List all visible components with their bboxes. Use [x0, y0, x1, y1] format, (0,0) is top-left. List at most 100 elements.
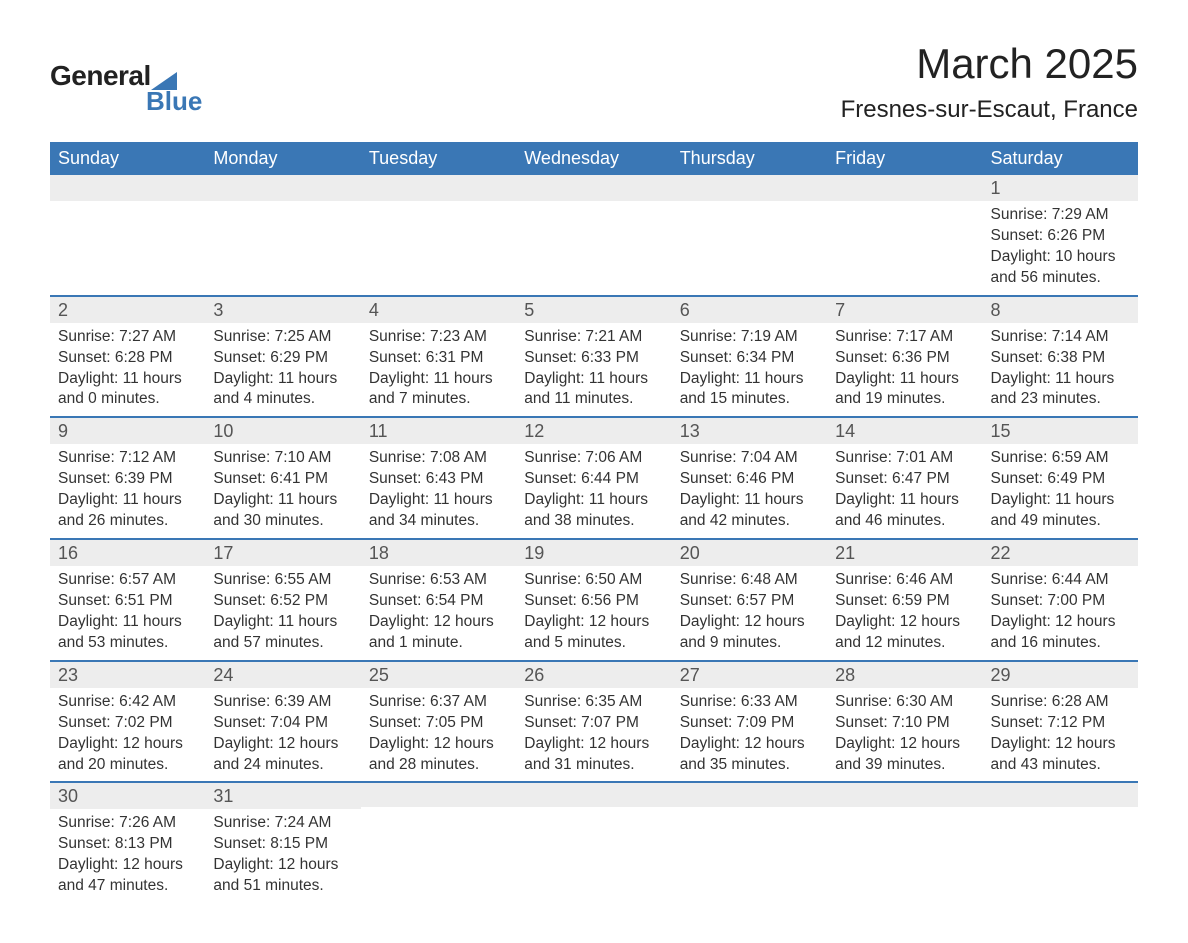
calendar-week-row: 16Sunrise: 6:57 AMSunset: 6:51 PMDayligh… — [50, 538, 1138, 660]
calendar-cell: 6Sunrise: 7:19 AMSunset: 6:34 PMDaylight… — [672, 295, 827, 417]
sunset-text: Sunset: 6:28 PM — [58, 348, 197, 369]
daylight-text: Daylight: 11 hours and 4 minutes. — [213, 369, 352, 411]
sunset-text: Sunset: 6:46 PM — [680, 469, 819, 490]
calendar-cell: 20Sunrise: 6:48 AMSunset: 6:57 PMDayligh… — [672, 538, 827, 660]
calendar-cell: 23Sunrise: 6:42 AMSunset: 7:02 PMDayligh… — [50, 660, 205, 782]
daylight-text: Daylight: 12 hours and 47 minutes. — [58, 855, 197, 897]
calendar-cell — [983, 781, 1138, 903]
sunset-text: Sunset: 6:51 PM — [58, 591, 197, 612]
daylight-text: Daylight: 11 hours and 15 minutes. — [680, 369, 819, 411]
sunrise-text: Sunrise: 7:26 AM — [58, 813, 197, 834]
daylight-text: Daylight: 12 hours and 31 minutes. — [524, 734, 663, 776]
empty-day-bar — [361, 175, 516, 201]
weekday-header: Thursday — [672, 142, 827, 175]
calendar-cell: 5Sunrise: 7:21 AMSunset: 6:33 PMDaylight… — [516, 295, 671, 417]
day-number: 16 — [50, 538, 205, 566]
sunset-text: Sunset: 6:39 PM — [58, 469, 197, 490]
day-number: 1 — [983, 175, 1138, 201]
day-details: Sunrise: 7:27 AMSunset: 6:28 PMDaylight:… — [50, 323, 205, 417]
day-number: 23 — [50, 660, 205, 688]
sunset-text: Sunset: 6:38 PM — [991, 348, 1130, 369]
day-number: 26 — [516, 660, 671, 688]
weekday-header: Tuesday — [361, 142, 516, 175]
location-label: Fresnes-sur-Escaut, France — [841, 96, 1138, 124]
calendar-cell: 15Sunrise: 6:59 AMSunset: 6:49 PMDayligh… — [983, 416, 1138, 538]
empty-day-bar — [205, 175, 360, 201]
day-details: Sunrise: 6:35 AMSunset: 7:07 PMDaylight:… — [516, 688, 671, 782]
sunset-text: Sunset: 7:05 PM — [369, 713, 508, 734]
daylight-text: Daylight: 11 hours and 53 minutes. — [58, 612, 197, 654]
sunrise-text: Sunrise: 6:35 AM — [524, 692, 663, 713]
sunset-text: Sunset: 6:57 PM — [680, 591, 819, 612]
sunrise-text: Sunrise: 7:19 AM — [680, 327, 819, 348]
daylight-text: Daylight: 12 hours and 20 minutes. — [58, 734, 197, 776]
day-number: 28 — [827, 660, 982, 688]
calendar-cell: 12Sunrise: 7:06 AMSunset: 6:44 PMDayligh… — [516, 416, 671, 538]
calendar-cell: 22Sunrise: 6:44 AMSunset: 7:00 PMDayligh… — [983, 538, 1138, 660]
sunrise-text: Sunrise: 6:53 AM — [369, 570, 508, 591]
calendar-cell: 13Sunrise: 7:04 AMSunset: 6:46 PMDayligh… — [672, 416, 827, 538]
day-number: 7 — [827, 295, 982, 323]
day-number: 22 — [983, 538, 1138, 566]
sunset-text: Sunset: 6:59 PM — [835, 591, 974, 612]
daylight-text: Daylight: 12 hours and 16 minutes. — [991, 612, 1130, 654]
day-details: Sunrise: 7:04 AMSunset: 6:46 PMDaylight:… — [672, 444, 827, 538]
calendar-cell: 10Sunrise: 7:10 AMSunset: 6:41 PMDayligh… — [205, 416, 360, 538]
empty-day-bar — [827, 175, 982, 201]
daylight-text: Daylight: 12 hours and 12 minutes. — [835, 612, 974, 654]
day-number: 8 — [983, 295, 1138, 323]
empty-day-bar — [516, 175, 671, 201]
calendar-cell — [516, 781, 671, 903]
sunrise-text: Sunrise: 7:21 AM — [524, 327, 663, 348]
calendar-cell: 16Sunrise: 6:57 AMSunset: 6:51 PMDayligh… — [50, 538, 205, 660]
sunrise-text: Sunrise: 7:24 AM — [213, 813, 352, 834]
day-number: 9 — [50, 416, 205, 444]
calendar-cell — [361, 175, 516, 295]
sunset-text: Sunset: 6:56 PM — [524, 591, 663, 612]
month-title: March 2025 — [841, 40, 1138, 88]
day-number: 12 — [516, 416, 671, 444]
calendar-week-row: 9Sunrise: 7:12 AMSunset: 6:39 PMDaylight… — [50, 416, 1138, 538]
sunrise-text: Sunrise: 7:14 AM — [991, 327, 1130, 348]
day-details: Sunrise: 7:17 AMSunset: 6:36 PMDaylight:… — [827, 323, 982, 417]
day-details: Sunrise: 7:06 AMSunset: 6:44 PMDaylight:… — [516, 444, 671, 538]
daylight-text: Daylight: 11 hours and 49 minutes. — [991, 490, 1130, 532]
calendar-cell: 21Sunrise: 6:46 AMSunset: 6:59 PMDayligh… — [827, 538, 982, 660]
calendar-cell: 8Sunrise: 7:14 AMSunset: 6:38 PMDaylight… — [983, 295, 1138, 417]
sunrise-text: Sunrise: 6:30 AM — [835, 692, 974, 713]
sunrise-text: Sunrise: 6:48 AM — [680, 570, 819, 591]
sunrise-text: Sunrise: 7:27 AM — [58, 327, 197, 348]
daylight-text: Daylight: 11 hours and 42 minutes. — [680, 490, 819, 532]
sunrise-text: Sunrise: 6:55 AM — [213, 570, 352, 591]
calendar-cell: 26Sunrise: 6:35 AMSunset: 7:07 PMDayligh… — [516, 660, 671, 782]
logo-word-blue: Blue — [50, 86, 202, 117]
sunset-text: Sunset: 7:00 PM — [991, 591, 1130, 612]
sunset-text: Sunset: 6:44 PM — [524, 469, 663, 490]
sunset-text: Sunset: 7:04 PM — [213, 713, 352, 734]
daylight-text: Daylight: 12 hours and 24 minutes. — [213, 734, 352, 776]
sunset-text: Sunset: 7:07 PM — [524, 713, 663, 734]
sunset-text: Sunset: 6:54 PM — [369, 591, 508, 612]
sunset-text: Sunset: 6:29 PM — [213, 348, 352, 369]
sunset-text: Sunset: 6:36 PM — [835, 348, 974, 369]
sunrise-text: Sunrise: 6:59 AM — [991, 448, 1130, 469]
calendar-cell: 31Sunrise: 7:24 AMSunset: 8:15 PMDayligh… — [205, 781, 360, 903]
sunset-text: Sunset: 6:52 PM — [213, 591, 352, 612]
empty-day-bar — [361, 781, 516, 807]
calendar-cell — [827, 175, 982, 295]
day-details: Sunrise: 7:23 AMSunset: 6:31 PMDaylight:… — [361, 323, 516, 417]
day-details: Sunrise: 6:33 AMSunset: 7:09 PMDaylight:… — [672, 688, 827, 782]
day-number: 13 — [672, 416, 827, 444]
day-details: Sunrise: 6:50 AMSunset: 6:56 PMDaylight:… — [516, 566, 671, 660]
day-details: Sunrise: 7:21 AMSunset: 6:33 PMDaylight:… — [516, 323, 671, 417]
empty-day-bar — [827, 781, 982, 807]
sunrise-text: Sunrise: 6:50 AM — [524, 570, 663, 591]
calendar-cell: 30Sunrise: 7:26 AMSunset: 8:13 PMDayligh… — [50, 781, 205, 903]
daylight-text: Daylight: 11 hours and 19 minutes. — [835, 369, 974, 411]
day-details: Sunrise: 6:30 AMSunset: 7:10 PMDaylight:… — [827, 688, 982, 782]
daylight-text: Daylight: 12 hours and 9 minutes. — [680, 612, 819, 654]
day-number: 27 — [672, 660, 827, 688]
sunset-text: Sunset: 7:10 PM — [835, 713, 974, 734]
sunset-text: Sunset: 7:12 PM — [991, 713, 1130, 734]
daylight-text: Daylight: 11 hours and 46 minutes. — [835, 490, 974, 532]
